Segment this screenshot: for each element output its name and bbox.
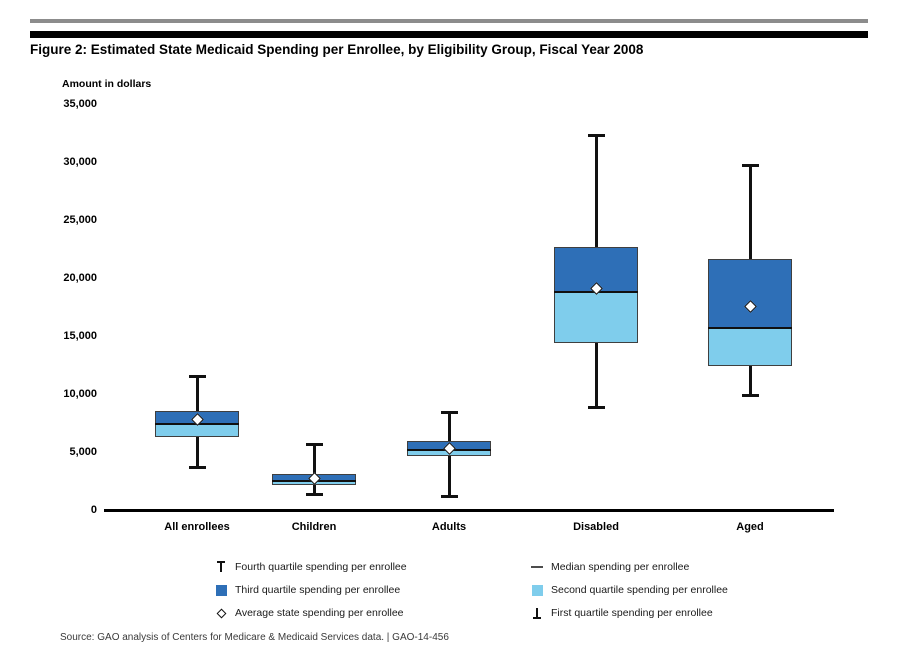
top-gray-rule bbox=[30, 19, 868, 23]
second-quartile-box bbox=[554, 291, 638, 343]
whisker-top-cap bbox=[588, 134, 605, 138]
y-tick-label: 25,000 bbox=[63, 214, 97, 226]
whisker-bottom-cap bbox=[306, 492, 323, 496]
y-tick-label: 30,000 bbox=[63, 156, 97, 168]
box-outline bbox=[554, 246, 638, 343]
x-axis-line bbox=[104, 509, 834, 512]
legend-item: Fourth quartile spending per enrollee bbox=[214, 556, 407, 578]
figure-title: Figure 2: Estimated State Medicaid Spend… bbox=[30, 42, 644, 57]
legend-right-column: Median spending per enrollee Second quar… bbox=[530, 556, 728, 625]
legend-item: Average state spending per enrollee bbox=[214, 602, 407, 624]
whisker-top-cap bbox=[441, 411, 458, 415]
legend-item: First quartile spending per enrollee bbox=[530, 602, 728, 624]
y-tick-label: 20,000 bbox=[63, 272, 97, 284]
whisker-top-cap bbox=[306, 442, 323, 446]
y-axis-label: Amount in dollars bbox=[62, 78, 152, 90]
whisker-bottom-cap bbox=[189, 466, 206, 470]
legend-label: Fourth quartile spending per enrollee bbox=[235, 561, 407, 573]
whisker-top-cap bbox=[742, 164, 759, 168]
whisker-line bbox=[313, 443, 316, 495]
legend-label: Average state spending per enrollee bbox=[235, 607, 404, 619]
median-line-icon bbox=[531, 566, 543, 568]
box-outline bbox=[708, 259, 792, 366]
legend-item: Median spending per enrollee bbox=[530, 556, 728, 578]
category-label: Disabled bbox=[573, 521, 619, 533]
legend-label: Third quartile spending per enrollee bbox=[235, 584, 401, 596]
third-quartile-box bbox=[708, 259, 792, 328]
top-black-rule bbox=[30, 31, 868, 38]
y-tick-label: 35,000 bbox=[63, 98, 97, 110]
legend-item: Second quartile spending per enrollee bbox=[530, 579, 728, 601]
legend-item: Third quartile spending per enrollee bbox=[214, 579, 407, 601]
category-label: All enrollees bbox=[164, 521, 230, 533]
legend-label: First quartile spending per enrollee bbox=[551, 607, 713, 619]
legend-left-column: Fourth quartile spending per enrollee Th… bbox=[214, 556, 407, 625]
second-quartile-box bbox=[708, 327, 792, 366]
average-diamond-icon bbox=[216, 608, 226, 618]
second-quartile-icon bbox=[531, 584, 543, 596]
y-tick-label: 0 bbox=[90, 504, 97, 516]
whisker-bottom-cap bbox=[588, 405, 605, 409]
legend-label: Median spending per enrollee bbox=[551, 561, 690, 573]
source-line: Source: GAO analysis of Centers for Medi… bbox=[60, 632, 449, 643]
legend-label: Second quartile spending per enrollee bbox=[551, 584, 728, 596]
y-tick-label: 15,000 bbox=[63, 330, 97, 342]
median-line bbox=[708, 326, 792, 329]
y-tick-label: 5,000 bbox=[69, 446, 97, 458]
third-quartile-icon bbox=[215, 584, 227, 596]
y-tick-label: 10,000 bbox=[63, 388, 97, 400]
fourth-quartile-icon bbox=[215, 561, 227, 573]
second-quartile-box bbox=[155, 424, 239, 437]
first-quartile-icon bbox=[531, 607, 543, 619]
whisker-bottom-cap bbox=[742, 394, 759, 398]
category-label: Children bbox=[291, 521, 337, 533]
category-label: Adults bbox=[431, 521, 467, 533]
whisker-bottom-cap bbox=[441, 495, 458, 499]
whisker-top-cap bbox=[189, 375, 206, 379]
category-label: Aged bbox=[736, 521, 764, 533]
